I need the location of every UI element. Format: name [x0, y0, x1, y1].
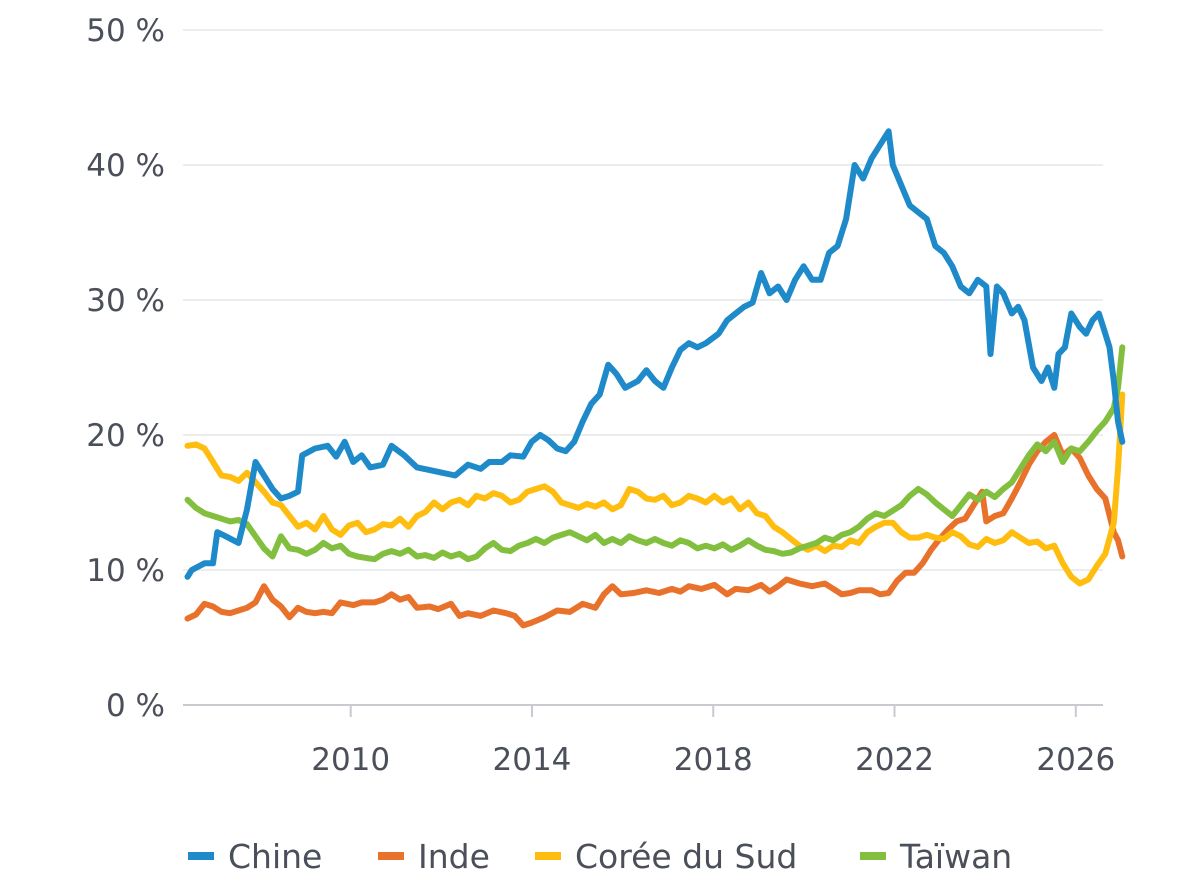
x-tick-label: 2014 [493, 742, 572, 778]
legend-label: Inde [418, 837, 490, 876]
x-axis: 2010 2014 2018 2022 2026 [183, 704, 1115, 778]
gridlines [183, 29, 1103, 571]
x-tick-label: 2018 [674, 742, 753, 778]
y-tick-label: 10 % [86, 553, 165, 589]
series-line-inde [184, 432, 1126, 629]
y-axis-tick-labels: 0 % 10 % 20 % 30 % 40 % 50 % [86, 13, 165, 724]
legend-swatch [378, 852, 404, 860]
x-tick-label: 2010 [311, 742, 390, 778]
legend-swatch [535, 852, 561, 860]
y-tick-label: 0 % [106, 688, 165, 724]
series-line-ta-wan [184, 344, 1126, 563]
legend-label: Chine [228, 837, 322, 876]
legend-label: Taïwan [899, 837, 1012, 876]
legend-swatch [188, 852, 214, 860]
legend-label: Corée du Sud [575, 837, 797, 876]
legend: Chine Inde Corée du Sud Taïwan [188, 837, 1012, 876]
series-line-cor-e-du-sud [184, 391, 1126, 587]
x-tick-label: 2026 [1036, 742, 1115, 778]
y-tick-label: 30 % [86, 283, 165, 319]
x-tick-label: 2022 [855, 742, 934, 778]
series-line-chine [184, 128, 1126, 580]
series-lines [184, 128, 1126, 629]
legend-swatch [860, 852, 886, 860]
y-tick-label: 40 % [86, 148, 165, 184]
y-tick-label: 50 % [86, 13, 165, 49]
y-tick-label: 20 % [86, 418, 165, 454]
